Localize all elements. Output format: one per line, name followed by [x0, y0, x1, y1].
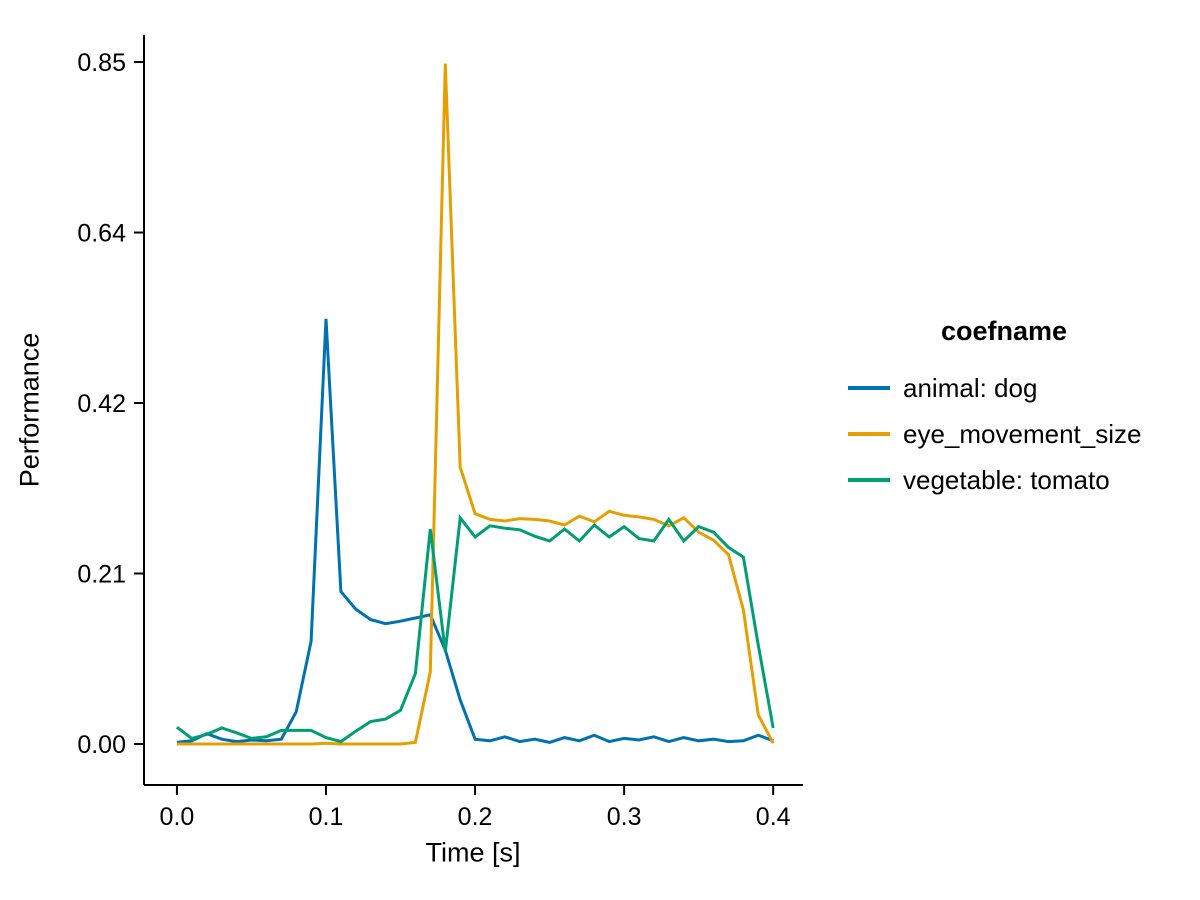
legend-entry-label: animal: dog — [903, 373, 1038, 403]
x-tick-label: 0.2 — [458, 803, 493, 831]
legend-entries: animal: dog eye_movement_size vegetable: t… — [848, 365, 1160, 503]
x-tick-label: 0.4 — [756, 803, 791, 831]
legend-swatch — [848, 432, 890, 436]
y-tick-label: 0.00 — [77, 731, 126, 759]
legend-entry-label: eye_movement_size — [903, 419, 1142, 449]
series-line-eye-movement-size — [176, 63, 775, 746]
legend-entry: animal: dog — [848, 365, 1160, 411]
x-tick-label: 0.3 — [607, 803, 642, 831]
legend-swatch — [848, 386, 890, 390]
axes-group: 0.0 0.1 0.2 0.3 0.4 0.00 0.21 0.42 0.64 0.85 — [77, 35, 803, 831]
legend-entry: vegetable: tomato — [848, 457, 1160, 503]
series-line-animal-dog — [176, 318, 774, 744]
x-axis-label: Time [s] — [425, 837, 521, 868]
y-tick-label: 0.21 — [77, 561, 126, 589]
y-tick-label: 0.42 — [77, 390, 126, 418]
legend-entry: eye_movement_size — [848, 411, 1160, 457]
legend-title: coefname — [940, 316, 1068, 346]
x-tick-label: 0.0 — [160, 803, 195, 831]
x-tick-label: 0.1 — [309, 803, 344, 831]
legend-swatch — [848, 478, 890, 482]
series-line-vegetable-tomato — [175, 513, 775, 744]
y-axis-label: Performance — [14, 332, 45, 488]
legend-entry-label: vegetable: tomato — [903, 465, 1110, 495]
y-tick-label: 0.85 — [77, 49, 126, 77]
y-tick-label: 0.64 — [77, 220, 126, 248]
